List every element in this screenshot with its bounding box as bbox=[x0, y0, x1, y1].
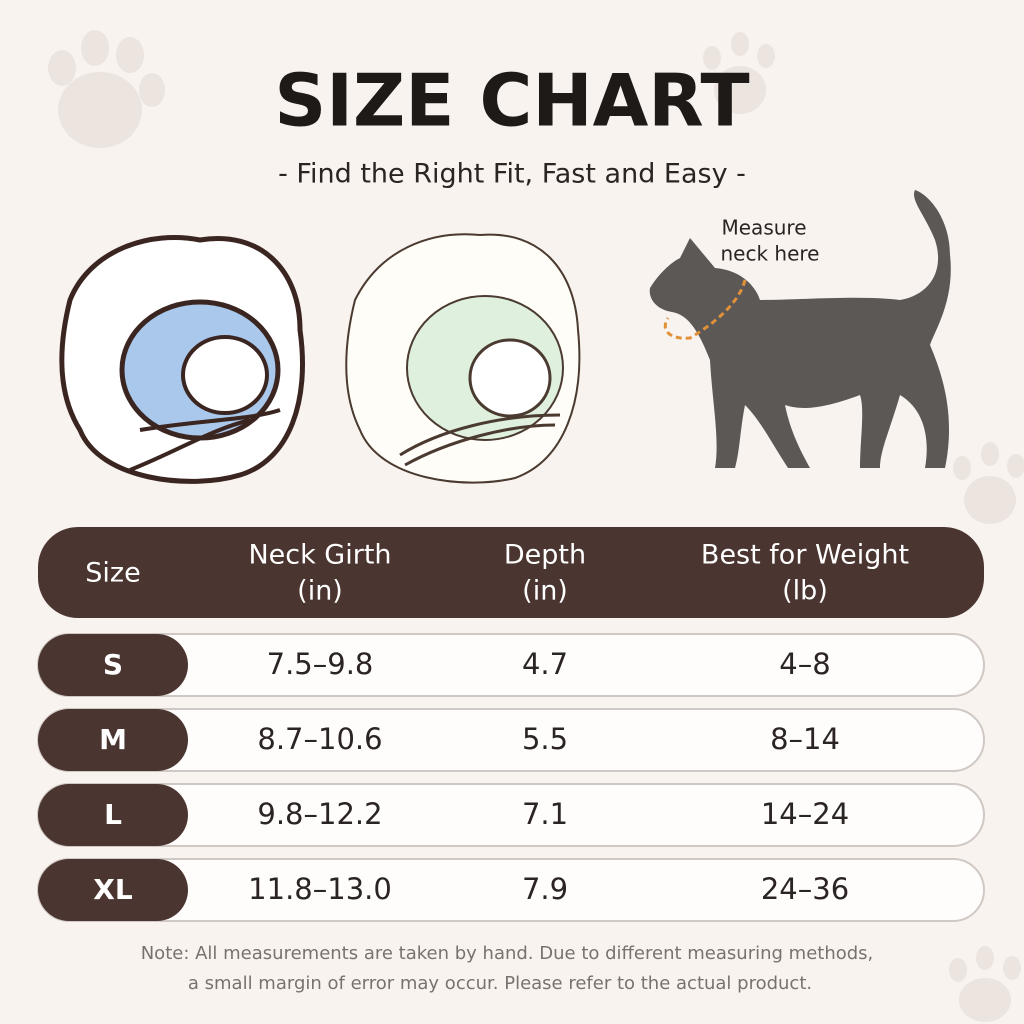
size-label: S bbox=[103, 648, 123, 681]
table-cell: 4–8 bbox=[779, 647, 830, 681]
column-unit: (in) bbox=[297, 576, 343, 607]
note-line: a small margin of error may occur. Pleas… bbox=[188, 973, 812, 994]
table-cell: 5.5 bbox=[522, 722, 568, 756]
column-header: Best for Weight bbox=[701, 540, 909, 571]
green-cone-illustration bbox=[345, 233, 581, 484]
paw-decorations bbox=[48, 30, 1024, 1022]
size-label: M bbox=[99, 723, 127, 756]
table-cell: 8–14 bbox=[770, 722, 840, 756]
table-cell: 8.7–10.6 bbox=[257, 722, 382, 756]
column-header: Size bbox=[85, 558, 140, 589]
size-pill bbox=[38, 859, 188, 921]
subtitle: - Find the Right Fit, Fast and Easy - bbox=[278, 159, 746, 190]
size-pill bbox=[38, 634, 188, 696]
table-cell: 7.1 bbox=[522, 797, 568, 831]
column-header: Neck Girth bbox=[248, 540, 391, 571]
size-table: Size Neck Girth (in) Depth (in) Best for Weig… bbox=[37, 540, 985, 922]
table-cell: 24–36 bbox=[761, 872, 849, 906]
table-cell: 4.7 bbox=[522, 647, 568, 681]
column-unit: (lb) bbox=[782, 576, 828, 607]
table-cell: 11.8–13.0 bbox=[248, 872, 392, 906]
annotation-line: Measure bbox=[722, 216, 807, 240]
table-header-bar bbox=[38, 527, 984, 618]
table-cell: 7.5–9.8 bbox=[267, 647, 374, 681]
blue-cone-illustration bbox=[59, 235, 305, 484]
title: SIZE CHART bbox=[274, 59, 749, 143]
table-cell: 14–24 bbox=[761, 797, 849, 831]
column-header: Depth bbox=[504, 540, 586, 571]
column-unit: (in) bbox=[522, 576, 568, 607]
note-line: Note: All measurements are taken by hand… bbox=[141, 943, 874, 964]
size-label: L bbox=[104, 798, 122, 831]
table-cell: 9.8–12.2 bbox=[257, 797, 382, 831]
table-cell: 7.9 bbox=[522, 872, 568, 906]
size-pill bbox=[38, 709, 188, 771]
annotation-line: neck here bbox=[721, 242, 820, 266]
size-pill bbox=[38, 784, 188, 846]
size-label: XL bbox=[93, 873, 133, 906]
cat-silhouette bbox=[649, 190, 951, 468]
